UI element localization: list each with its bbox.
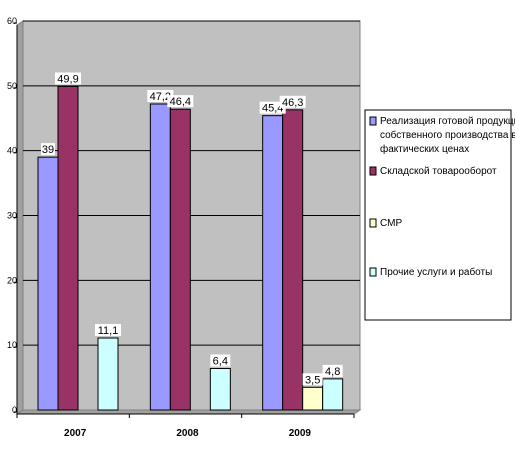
y-tick-label: 60 (7, 16, 17, 26)
y-tick-label: 50 (7, 81, 17, 91)
legend-swatch (369, 267, 377, 277)
data-label: 6,4 (213, 356, 228, 368)
data-label-background (55, 72, 81, 85)
data-label: 45,4 (262, 103, 283, 115)
bars (37, 85, 344, 411)
data-label: 49,9 (57, 73, 78, 85)
y-tick-label: 40 (7, 146, 17, 156)
data-label-background (147, 89, 174, 102)
data-label: 4,8 (325, 366, 340, 378)
data-label-background (302, 373, 323, 386)
legend-label: Реализация готовой продукции собственного… (380, 116, 515, 155)
data-label-background (95, 324, 121, 337)
x-tick-label: 2008 (176, 428, 199, 439)
data-label-background (41, 143, 55, 156)
data-label-background (167, 95, 194, 108)
legend-swatch (369, 166, 377, 176)
bar (97, 337, 119, 411)
data-label-background (210, 354, 231, 367)
legend-swatch (369, 218, 377, 228)
x-tick-label: 2007 (64, 428, 87, 439)
plot-side-wall (16, 20, 24, 415)
data-labels: 39 47,2 45,4 49,9 46,4 46,3 3,5 11,1 6,4 4,8 (41, 72, 343, 386)
axes: 0 10 20 30 40 50 60 2007 2008 2009 (7, 16, 355, 439)
x-tick-label: 2009 (289, 428, 312, 439)
data-label-background (259, 101, 286, 114)
y-tick-label: 20 (7, 275, 17, 285)
legend-label: Прочие услуги и работы (380, 266, 492, 278)
bar (262, 115, 284, 411)
y-tick-label: 0 (12, 405, 17, 415)
data-label: 46,4 (170, 96, 191, 108)
data-label: 47,2 (150, 91, 171, 103)
data-label: 39 (42, 144, 54, 156)
plot-area (15, 20, 362, 415)
data-label-background (279, 95, 306, 108)
legend-label: Складской товарооборот (380, 165, 497, 177)
bar (37, 156, 59, 411)
data-label: 11,1 (98, 325, 119, 337)
bar (302, 386, 324, 411)
legend-label: СМР (380, 218, 402, 229)
bar (149, 103, 171, 411)
bar (169, 108, 191, 411)
data-label: 3,5 (305, 374, 320, 386)
bar (322, 378, 344, 411)
bar (209, 368, 231, 411)
plot-floor (15, 409, 362, 415)
legend-swatch (369, 116, 377, 126)
data-label-background (322, 364, 343, 377)
bar (282, 109, 304, 411)
y-tick-label: 10 (7, 340, 17, 350)
legend: Реализация готовой продукции собственного… (364, 109, 515, 321)
data-label: 46,3 (282, 97, 303, 109)
bar (57, 85, 79, 411)
y-tick-label: 30 (7, 211, 17, 221)
legend-box (364, 109, 512, 321)
